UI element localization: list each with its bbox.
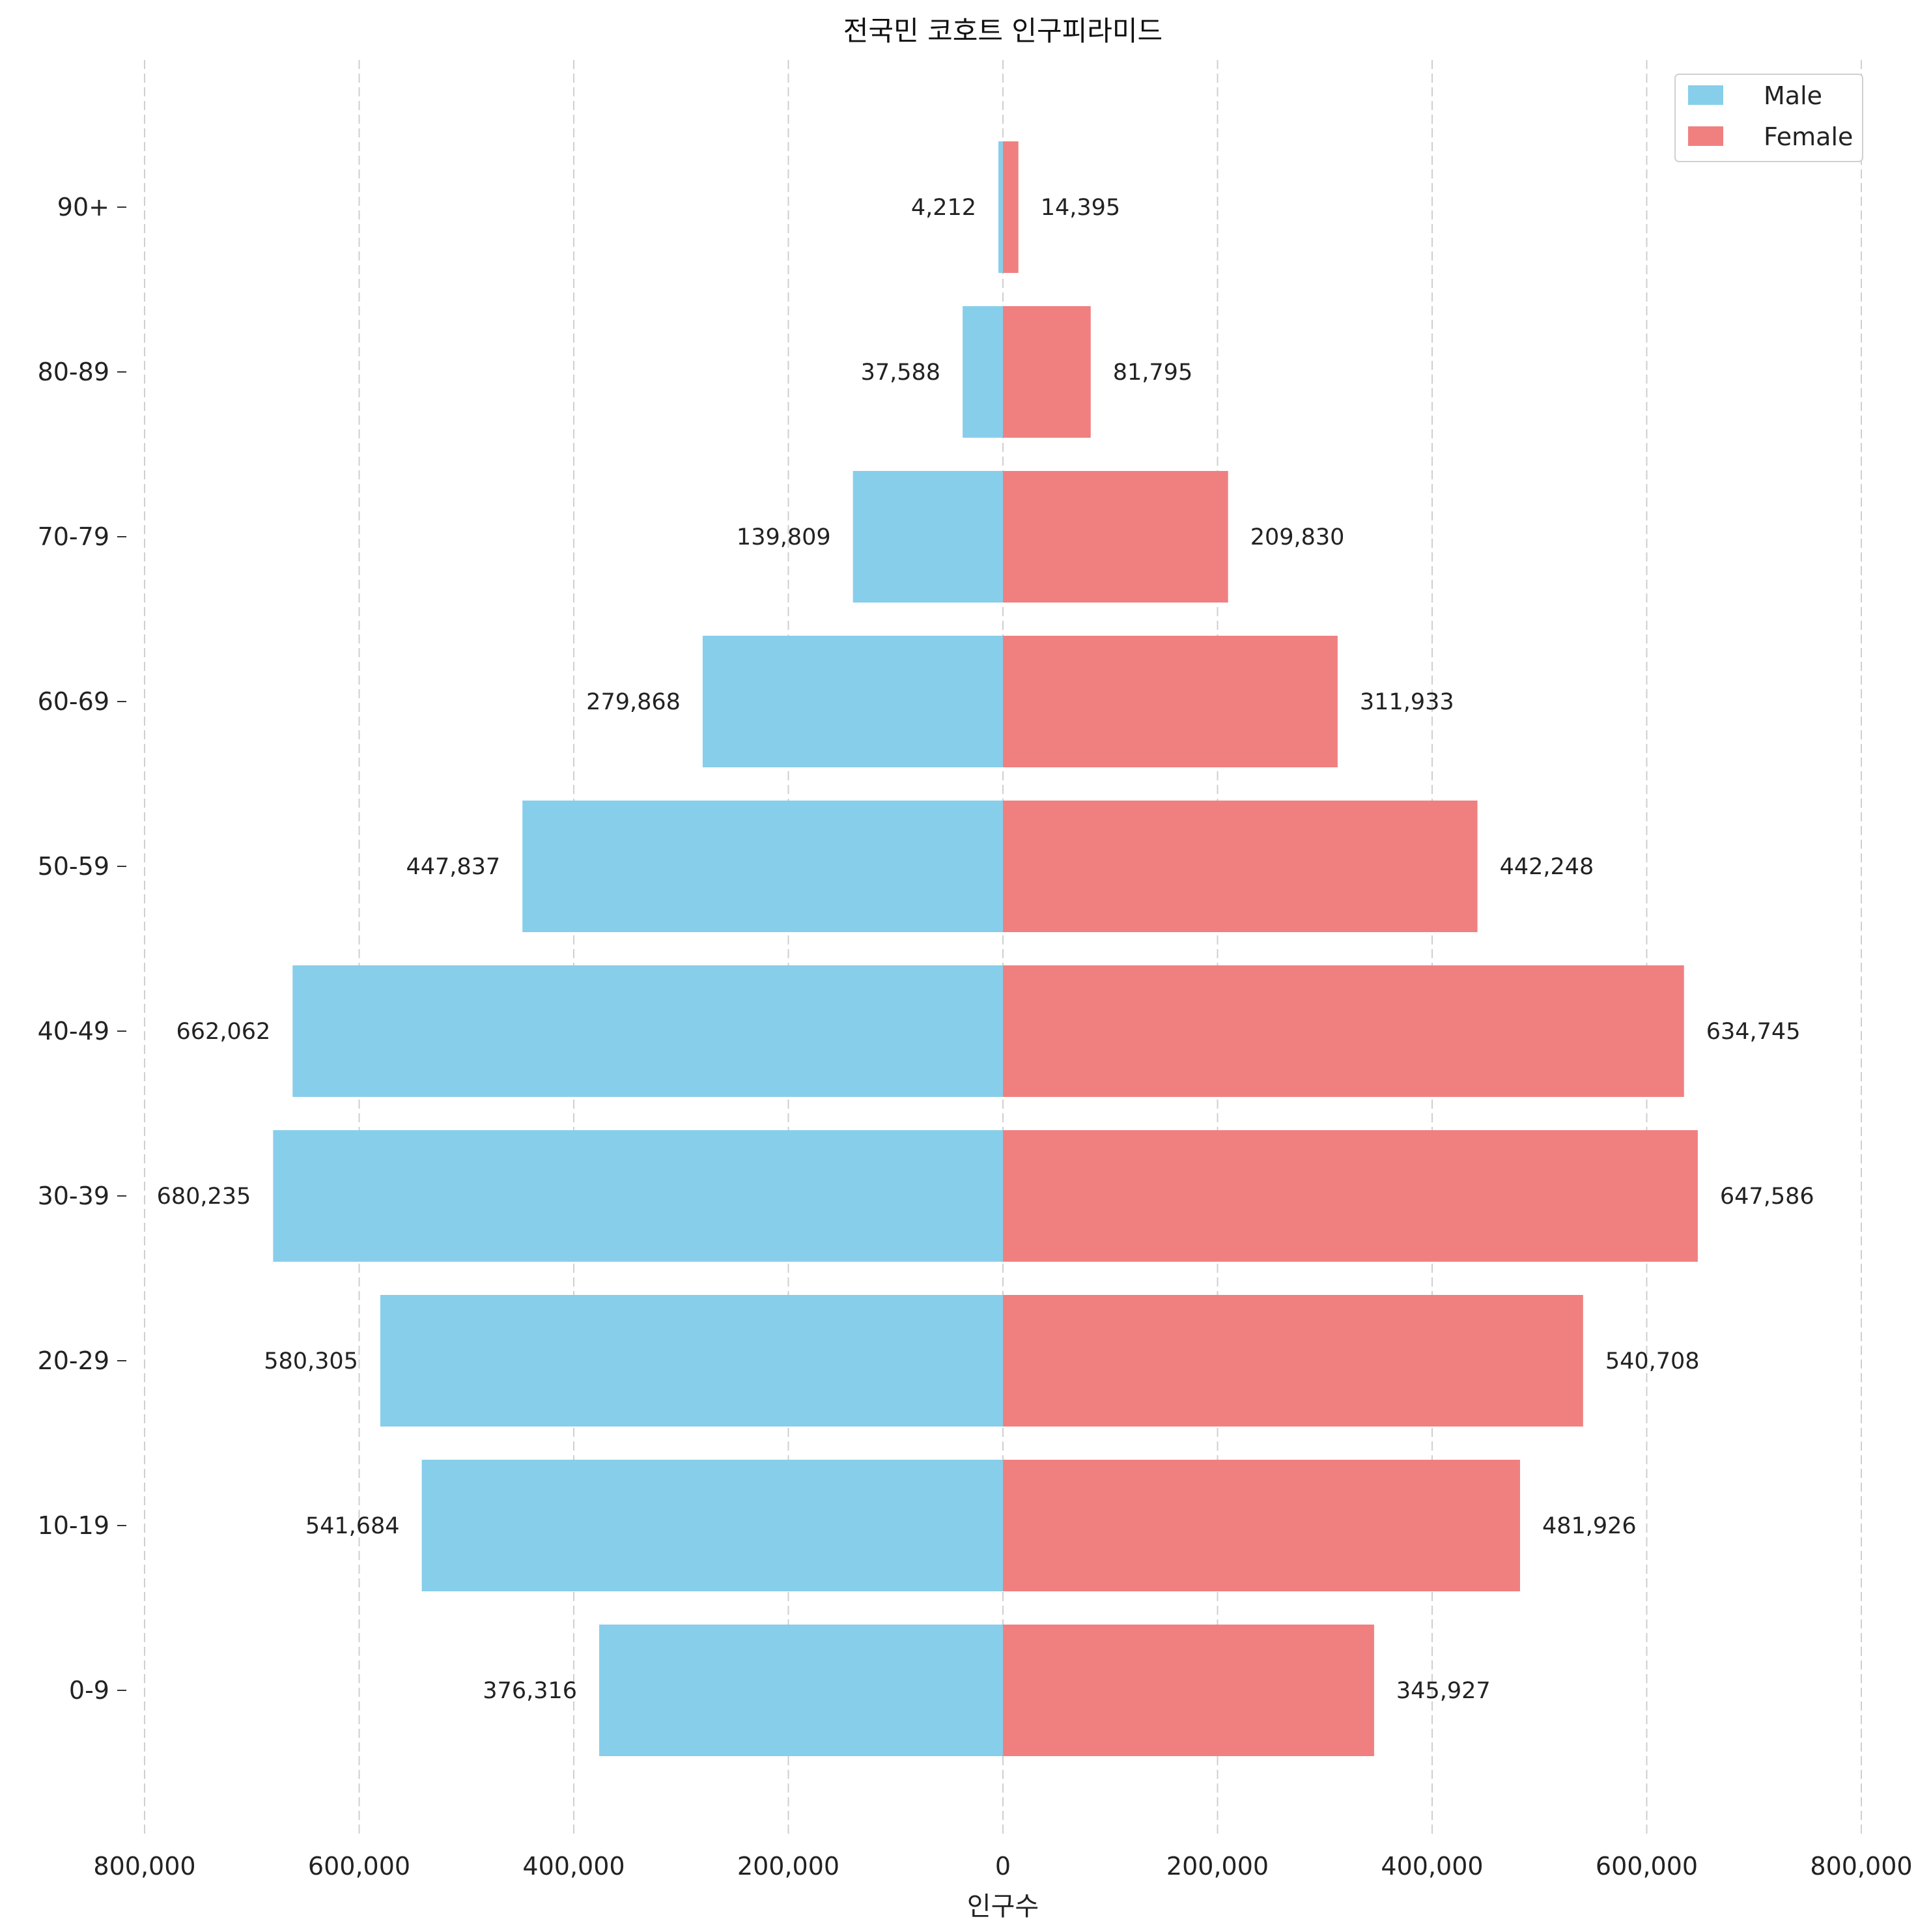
bar-label-female: 209,830	[1250, 524, 1345, 550]
x-axis-label: 인구수	[967, 1892, 1039, 1922]
x-tick-label: 400,000	[522, 1852, 625, 1881]
x-axis: 800,000 600,000 400,000 200,000 0 200,000 400,…	[93, 1852, 1912, 1881]
y-tick-label: 10-19	[38, 1511, 109, 1540]
y-tick-label: 90+	[57, 193, 109, 221]
legend: Male Female	[1674, 74, 1863, 162]
y-tick-label: 0-9	[69, 1676, 109, 1705]
bars	[273, 141, 1698, 1756]
y-tick-label: 40-49	[38, 1017, 109, 1045]
bar-male	[998, 141, 1003, 273]
bar-label-male: 4,212	[911, 195, 976, 221]
bar-female	[1003, 965, 1684, 1097]
bar-label-female: 81,795	[1113, 360, 1192, 386]
bar-male	[273, 1130, 1003, 1262]
legend-label-male: Male	[1764, 81, 1822, 110]
bar-labels: 376,316 345,927 541,684 481,926 580,305 540,7…	[157, 195, 1814, 1704]
x-tick-label: 600,000	[308, 1852, 410, 1881]
bar-female	[1003, 1295, 1583, 1427]
bar-label-female: 311,933	[1360, 689, 1454, 715]
bar-male	[292, 965, 1003, 1097]
y-tick-label: 70-79	[38, 522, 109, 551]
x-tick-label: 0	[995, 1852, 1011, 1881]
bar-male	[853, 471, 1003, 603]
x-tick-label: 800,000	[1810, 1852, 1912, 1881]
bar-label-male: 139,809	[737, 524, 831, 550]
y-tick-label: 50-59	[38, 852, 109, 881]
bar-female	[1003, 306, 1091, 438]
bar-label-male: 662,062	[176, 1019, 271, 1045]
y-tick-label: 20-29	[38, 1346, 109, 1375]
y-tick-label: 60-69	[38, 687, 109, 716]
bar-female	[1003, 1130, 1698, 1262]
y-tick-label: 80-89	[38, 358, 109, 386]
x-tick-label: 600,000	[1596, 1852, 1698, 1881]
x-tick-label: 800,000	[93, 1852, 195, 1881]
legend-swatch-male	[1688, 85, 1723, 105]
y-tick-label: 30-39	[38, 1182, 109, 1210]
bar-male	[599, 1625, 1003, 1756]
bar-female	[1003, 1460, 1520, 1591]
bar-label-female: 481,926	[1542, 1513, 1637, 1539]
bar-female	[1003, 471, 1228, 603]
bar-label-male: 580,305	[264, 1348, 358, 1374]
bar-female	[1003, 636, 1338, 767]
bar-label-female: 345,927	[1396, 1678, 1491, 1704]
bar-label-female: 540,708	[1605, 1348, 1700, 1374]
chart-title: 전국민 코호트 인구피라미드	[843, 15, 1163, 47]
bar-label-male: 680,235	[157, 1184, 251, 1210]
bar-male	[421, 1460, 1003, 1591]
bar-label-male: 376,316	[483, 1678, 577, 1704]
bar-male	[702, 636, 1003, 767]
bar-female	[1003, 1625, 1374, 1756]
bar-label-male: 541,684	[305, 1513, 400, 1539]
bar-male	[380, 1295, 1003, 1427]
bar-label-male: 279,868	[586, 689, 681, 715]
x-tick-label: 400,000	[1381, 1852, 1483, 1881]
bar-female	[1003, 801, 1478, 932]
bar-label-male: 447,837	[406, 854, 500, 880]
bar-label-female: 647,586	[1720, 1184, 1814, 1210]
bar-female	[1003, 141, 1019, 273]
x-tick-label: 200,000	[737, 1852, 839, 1881]
bar-male	[522, 801, 1003, 932]
legend-swatch-female	[1688, 126, 1723, 146]
bar-label-female: 634,745	[1706, 1019, 1801, 1045]
bar-male	[963, 306, 1003, 438]
bar-label-female: 14,395	[1041, 195, 1120, 221]
bar-label-male: 37,588	[861, 360, 940, 386]
bar-label-female: 442,248	[1500, 854, 1594, 880]
x-tick-label: 200,000	[1166, 1852, 1269, 1881]
legend-label-female: Female	[1764, 122, 1853, 151]
y-axis: 0-9 10-19 20-29 30-39 40-49 50-59 60-69 70-79 80…	[38, 193, 126, 1705]
